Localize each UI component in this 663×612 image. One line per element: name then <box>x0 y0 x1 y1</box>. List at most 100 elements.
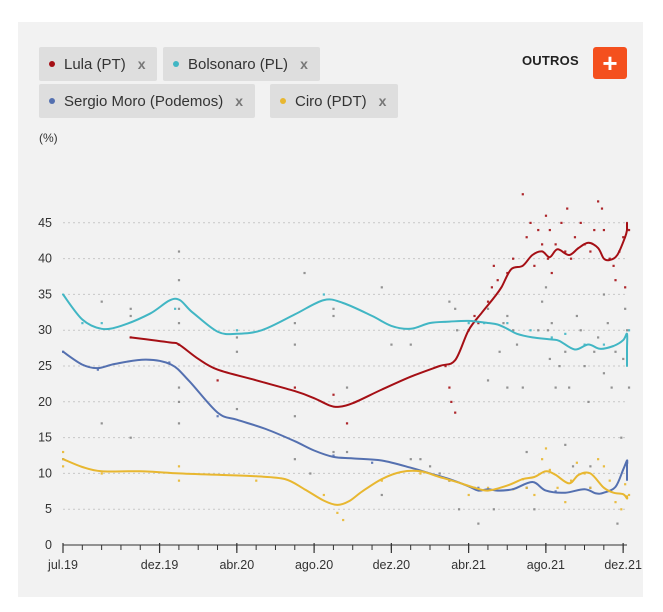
poll-point <box>627 228 631 232</box>
poll-point <box>597 458 600 461</box>
poll-point <box>177 422 181 425</box>
poll-point <box>438 472 441 475</box>
poll-point <box>235 329 239 332</box>
poll-point <box>624 286 627 289</box>
poll-point <box>345 450 349 454</box>
filter-chip-label: Ciro (PDT) <box>295 92 367 110</box>
poll-point <box>546 257 550 260</box>
poll-point <box>62 465 65 468</box>
poll-point <box>627 329 631 332</box>
poll-point <box>558 365 561 368</box>
poll-point <box>332 393 335 396</box>
poll-point <box>448 386 451 389</box>
poll-point <box>129 314 132 318</box>
poll-point <box>62 450 65 454</box>
poll-point <box>177 386 181 389</box>
poll-point <box>506 322 509 325</box>
lula-color-dot <box>49 61 55 67</box>
poll-point <box>486 307 490 310</box>
filter-chip-ciro[interactable]: Ciro (PDT) x <box>270 84 399 118</box>
poll-point <box>444 365 447 368</box>
filter-chip-label: Sergio Moro (Podemos) <box>64 92 224 110</box>
poll-point <box>550 322 553 325</box>
poll-point <box>456 329 459 332</box>
poll-point <box>345 386 349 389</box>
x-tick-label: ago.20 <box>295 558 333 572</box>
poll-point <box>419 458 422 461</box>
poll-point <box>419 472 422 475</box>
poll-point <box>548 228 551 232</box>
poll-point <box>477 486 480 489</box>
poll-point <box>525 450 528 454</box>
poll-point <box>583 365 586 368</box>
poll-point <box>587 400 590 403</box>
poll-point <box>477 522 480 525</box>
poll-point <box>610 386 613 389</box>
poll-point <box>602 228 606 232</box>
poll-point <box>380 493 383 497</box>
poll-point <box>620 436 623 439</box>
y-tick-label: 25 <box>38 359 52 373</box>
x-tick-label: abr.20 <box>219 558 254 572</box>
poll-point <box>216 379 219 382</box>
poll-point <box>608 479 611 482</box>
poll-point <box>627 386 631 389</box>
poll-point <box>100 300 103 303</box>
poll-point <box>556 486 559 489</box>
poll-point <box>336 511 339 514</box>
poll-point <box>533 264 536 267</box>
x-tick-label: dez.19 <box>141 558 179 572</box>
poll-point <box>177 307 181 310</box>
filter-chip-label: Bolsonaro (PL) <box>188 55 289 73</box>
remove-moro-icon[interactable]: x <box>235 93 244 109</box>
poll-point <box>332 454 335 457</box>
poll-point <box>490 286 493 289</box>
poll-point <box>486 379 490 382</box>
poll-point <box>390 343 393 346</box>
poll-point <box>506 386 509 389</box>
filter-chip-bolsonaro[interactable]: Bolsonaro (PL) x <box>163 47 320 81</box>
poll-point <box>608 257 611 260</box>
poll-point <box>174 307 177 310</box>
poll-point <box>569 479 573 482</box>
poll-point <box>550 336 553 339</box>
poll-point <box>467 322 470 325</box>
poll-point <box>293 322 296 325</box>
poll-point <box>589 250 592 253</box>
poll-point <box>620 508 623 511</box>
poll-point <box>457 508 461 511</box>
remove-lula-icon[interactable]: x <box>137 56 146 72</box>
poll-point <box>428 465 432 468</box>
poll-point <box>450 400 453 403</box>
poll-point <box>537 228 540 232</box>
poll-point <box>454 307 457 310</box>
ciro-color-dot <box>280 98 286 104</box>
y-tick-label: 5 <box>45 502 52 516</box>
filter-chip-lula[interactable]: Lula (PT) x <box>39 47 158 81</box>
filter-chip-moro[interactable]: Sergio Moro (Podemos) x <box>39 84 256 118</box>
poll-point <box>624 483 627 486</box>
poll-point <box>129 436 132 439</box>
poll-point <box>100 422 103 425</box>
poll-point <box>322 493 325 497</box>
poll-point <box>602 372 606 375</box>
poll-point <box>371 461 374 464</box>
x-tick-label: ago.21 <box>527 558 565 572</box>
poll-point <box>624 307 627 310</box>
poll-point <box>622 357 625 361</box>
add-others-button[interactable]: + <box>593 47 627 79</box>
moro-color-dot <box>49 98 55 104</box>
poll-point <box>177 400 181 403</box>
y-tick-label: 15 <box>38 431 52 445</box>
poll-point <box>322 293 325 296</box>
poll-point <box>216 415 219 418</box>
poll-point <box>614 279 617 282</box>
poll-point <box>529 221 532 224</box>
poll-point <box>571 465 575 468</box>
remove-ciro-icon[interactable]: x <box>378 93 387 109</box>
poll-point <box>521 193 524 196</box>
poll-point <box>235 407 239 411</box>
poll-point <box>564 350 567 353</box>
remove-bolsonaro-icon[interactable]: x <box>300 56 308 72</box>
poll-point <box>579 329 582 332</box>
